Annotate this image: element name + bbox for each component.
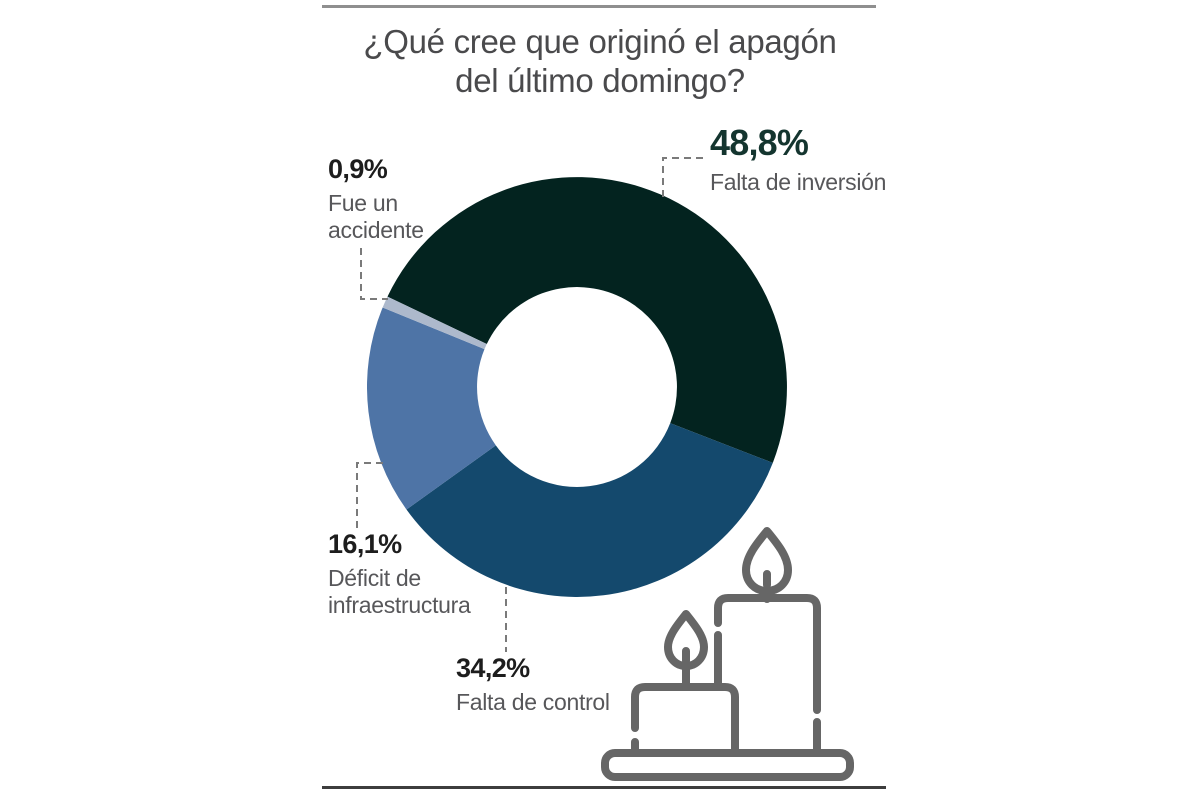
chart-title: ¿Qué cree que originó el apagón del últi… xyxy=(0,22,1200,100)
donut-chart xyxy=(367,177,787,597)
label-infraestructura: Déficit de infraestructura xyxy=(328,565,471,618)
candles-illustration xyxy=(601,527,854,781)
pct-control: 34,2% xyxy=(456,653,530,683)
donut-slice-fue-un-accidente xyxy=(382,296,487,350)
small-candle-fill xyxy=(635,687,735,753)
chart-title-line2: del último domingo? xyxy=(455,62,745,99)
callout-infraestructura: 16,1% Déficit de infraestructura xyxy=(328,529,471,619)
donut-slice-deficit-de-infraestructura xyxy=(367,307,496,510)
pct-accidente: 0,9% xyxy=(328,154,388,184)
candle-tray-fill xyxy=(605,753,850,777)
label-control: Falta de control xyxy=(456,689,610,715)
callout-inversion: 48,8% Falta de inversión xyxy=(710,122,886,196)
donut-slice-falta-de-control xyxy=(406,423,773,597)
candle-tray xyxy=(601,749,854,781)
label-inversion: Falta de inversión xyxy=(710,169,887,195)
pct-infraestructura: 16,1% xyxy=(328,529,402,559)
callout-accidente: 0,9% Fue un accidente xyxy=(328,154,424,244)
label-accidente: Fue un accidente xyxy=(328,190,424,243)
pct-inversion: 48,8% xyxy=(710,122,809,163)
donut-slice-falta-de-inversion xyxy=(387,177,787,463)
top-rule xyxy=(322,5,876,8)
bottom-rule xyxy=(322,786,886,789)
chart-title-line1: ¿Qué cree que originó el apagón xyxy=(363,23,837,60)
callout-control: 34,2% Falta de control xyxy=(456,653,610,716)
